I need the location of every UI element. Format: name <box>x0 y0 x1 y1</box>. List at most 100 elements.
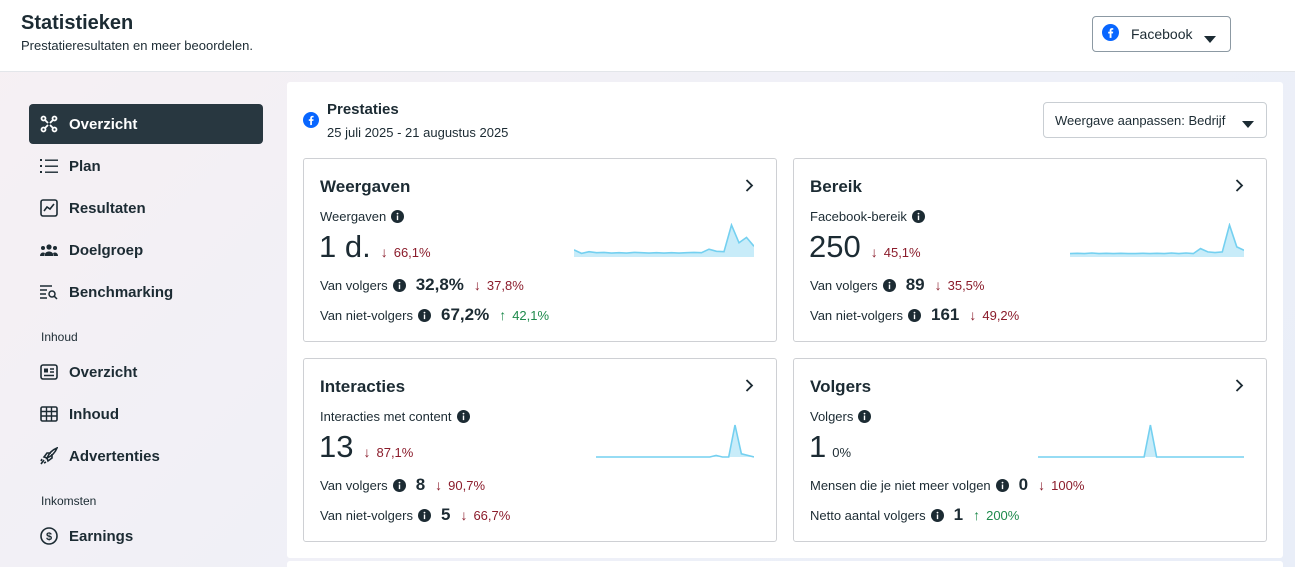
sidebar-item-results[interactable]: Resultaten <box>29 188 263 228</box>
sub-metric-row: Van niet-volgers 5 ↓ 66,7% <box>320 505 511 524</box>
top-bar: Statistieken Prestatieresultaten en meer… <box>0 0 1295 72</box>
sidebar-item-plan[interactable]: Plan <box>29 146 263 186</box>
rocket-icon <box>40 447 58 465</box>
audience-icon <box>40 241 58 259</box>
table-grid-icon <box>40 405 58 423</box>
chevron-right-icon[interactable] <box>745 179 754 197</box>
metric-label: Weergaven <box>320 209 405 224</box>
info-icon[interactable] <box>930 508 944 522</box>
delta-badge: 0% <box>832 445 852 460</box>
metric-label: Interacties met content <box>320 409 470 424</box>
date-range: 25 juli 2025 - 21 augustus 2025 <box>327 125 509 140</box>
info-icon[interactable] <box>392 278 406 292</box>
content-card-icon <box>40 363 58 381</box>
card-title: Interacties <box>320 377 406 396</box>
arrow-down-icon: ↓ <box>969 307 977 323</box>
card-followers[interactable]: Volgers Volgers 1 0% Mensen die je niet m… <box>793 358 1267 542</box>
sparkline-area <box>574 225 754 257</box>
delta-badge: ↓ 35,5% <box>934 277 985 293</box>
sparkline-line <box>596 424 754 458</box>
arrow-down-icon: ↓ <box>363 444 371 460</box>
sidebar-item-overview[interactable]: Overzicht <box>29 104 263 144</box>
next-panel-edge <box>287 561 1283 567</box>
delta-badge: ↓ 49,2% <box>969 307 1020 323</box>
chevron-right-icon[interactable] <box>745 379 754 397</box>
arrow-down-icon: ↓ <box>934 277 942 293</box>
info-icon[interactable] <box>911 210 925 223</box>
sub-metric-value: 89 <box>905 275 925 294</box>
info-icon[interactable] <box>858 410 872 423</box>
info-icon[interactable] <box>995 478 1009 492</box>
card-title: Volgers <box>810 377 872 396</box>
info-icon[interactable] <box>907 308 921 322</box>
section-heading-earnings: Inkomsten <box>41 494 97 508</box>
caret-down-icon <box>1242 117 1254 132</box>
sparkline-chart <box>1070 223 1244 257</box>
delta-badge: ↓ 37,8% <box>473 277 524 293</box>
sidebar-item-ads[interactable]: Advertenties <box>29 436 263 476</box>
info-icon[interactable] <box>417 508 431 522</box>
sparkline-line <box>1070 223 1244 255</box>
sparkline-chart <box>1038 424 1244 458</box>
info-icon[interactable] <box>456 410 470 423</box>
metric-value: 250 ↓ 45,1% <box>809 229 921 264</box>
sub-metric-value: 0 <box>1018 475 1029 494</box>
arrow-down-icon: ↓ <box>473 277 481 293</box>
platform-select[interactable]: Facebook <box>1092 16 1231 52</box>
platform-select-label: Facebook <box>1131 26 1193 42</box>
delta-badge: ↑ 200% <box>973 507 1020 523</box>
chevron-right-icon[interactable] <box>1235 379 1244 397</box>
sidebar-item-label: Overzicht <box>69 115 138 133</box>
sidebar-item-content[interactable]: Inhoud <box>29 394 263 434</box>
delta-badge: ↓ 66,1% <box>380 244 431 260</box>
card-title: Weergaven <box>320 177 411 196</box>
arrow-up-icon: ↑ <box>973 507 981 523</box>
sidebar-item-content-overview[interactable]: Overzicht <box>29 352 263 392</box>
metric-value: 13 ↓ 87,1% <box>319 429 414 464</box>
info-icon[interactable] <box>391 210 405 223</box>
card-views[interactable]: Weergaven Weergaven 1 d. ↓ 66,1% Van volge… <box>303 158 777 342</box>
sidebar-item-earnings[interactable]: $ Earnings <box>29 516 263 556</box>
sub-metric-row: Van niet-volgers 67,2% ↑ 42,1% <box>320 305 550 324</box>
card-reach[interactable]: Bereik Facebook-bereik 250 ↓ 45,1% Van vol… <box>793 158 1267 342</box>
page-title: Statistieken <box>21 12 134 34</box>
info-icon[interactable] <box>392 478 406 492</box>
sub-metric-row: Van volgers 32,8% ↓ 37,8% <box>320 275 524 294</box>
arrow-down-icon: ↓ <box>380 244 388 260</box>
sidebar-item-audience[interactable]: Doelgroep <box>29 230 263 270</box>
page-subtitle: Prestatieresultaten en meer beoordelen. <box>21 38 253 53</box>
dollar-circle-icon: $ <box>40 527 58 545</box>
delta-badge: ↓ 45,1% <box>870 244 921 260</box>
sub-metric-row: Mensen die je niet meer volgen 0 ↓ 100% <box>810 475 1085 494</box>
delta-badge: ↓ 66,7% <box>460 507 511 523</box>
sidebar-item-label: Advertenties <box>69 447 160 465</box>
sub-metric-row: Netto aantal volgers 1 ↑ 200% <box>810 505 1020 524</box>
arrow-down-icon: ↓ <box>1038 477 1046 493</box>
info-icon[interactable] <box>417 308 431 322</box>
metric-value: 1 0% <box>809 429 852 464</box>
view-customize-select[interactable]: Weergave aanpassen: Bedrijf <box>1043 102 1267 138</box>
delta-badge: ↓ 90,7% <box>435 477 486 493</box>
sub-metric-row: Van volgers 89 ↓ 35,5% <box>810 275 985 294</box>
sidebar-item-label: Resultaten <box>69 199 146 217</box>
list-icon <box>40 157 58 175</box>
arrow-down-icon: ↓ <box>460 507 468 523</box>
sub-metric-value: 67,2% <box>440 305 490 324</box>
sidebar-item-label: Overzicht <box>69 363 138 381</box>
card-interactions[interactable]: Interacties Interacties met content 13 ↓ 8… <box>303 358 777 542</box>
arrow-up-icon: ↑ <box>499 307 507 323</box>
sidebar-item-label: Doelgroep <box>69 241 144 259</box>
sub-metric-row: Van niet-volgers 161 ↓ 49,2% <box>810 305 1020 324</box>
performance-panel: Prestaties 25 juli 2025 - 21 augustus 20… <box>287 82 1283 558</box>
caret-down-icon <box>1204 31 1216 47</box>
card-title: Bereik <box>810 177 862 196</box>
delta-badge: ↓ 100% <box>1038 477 1085 493</box>
info-icon[interactable] <box>882 278 896 292</box>
sidebar-item-label: Benchmarking <box>69 283 174 301</box>
sub-metric-value: 1 <box>953 505 964 524</box>
benchmark-search-icon <box>40 283 58 301</box>
facebook-icon <box>1102 24 1119 44</box>
sparkline-line <box>574 223 754 255</box>
sidebar-item-benchmarking[interactable]: Benchmarking <box>29 272 263 312</box>
chevron-right-icon[interactable] <box>1235 179 1244 197</box>
